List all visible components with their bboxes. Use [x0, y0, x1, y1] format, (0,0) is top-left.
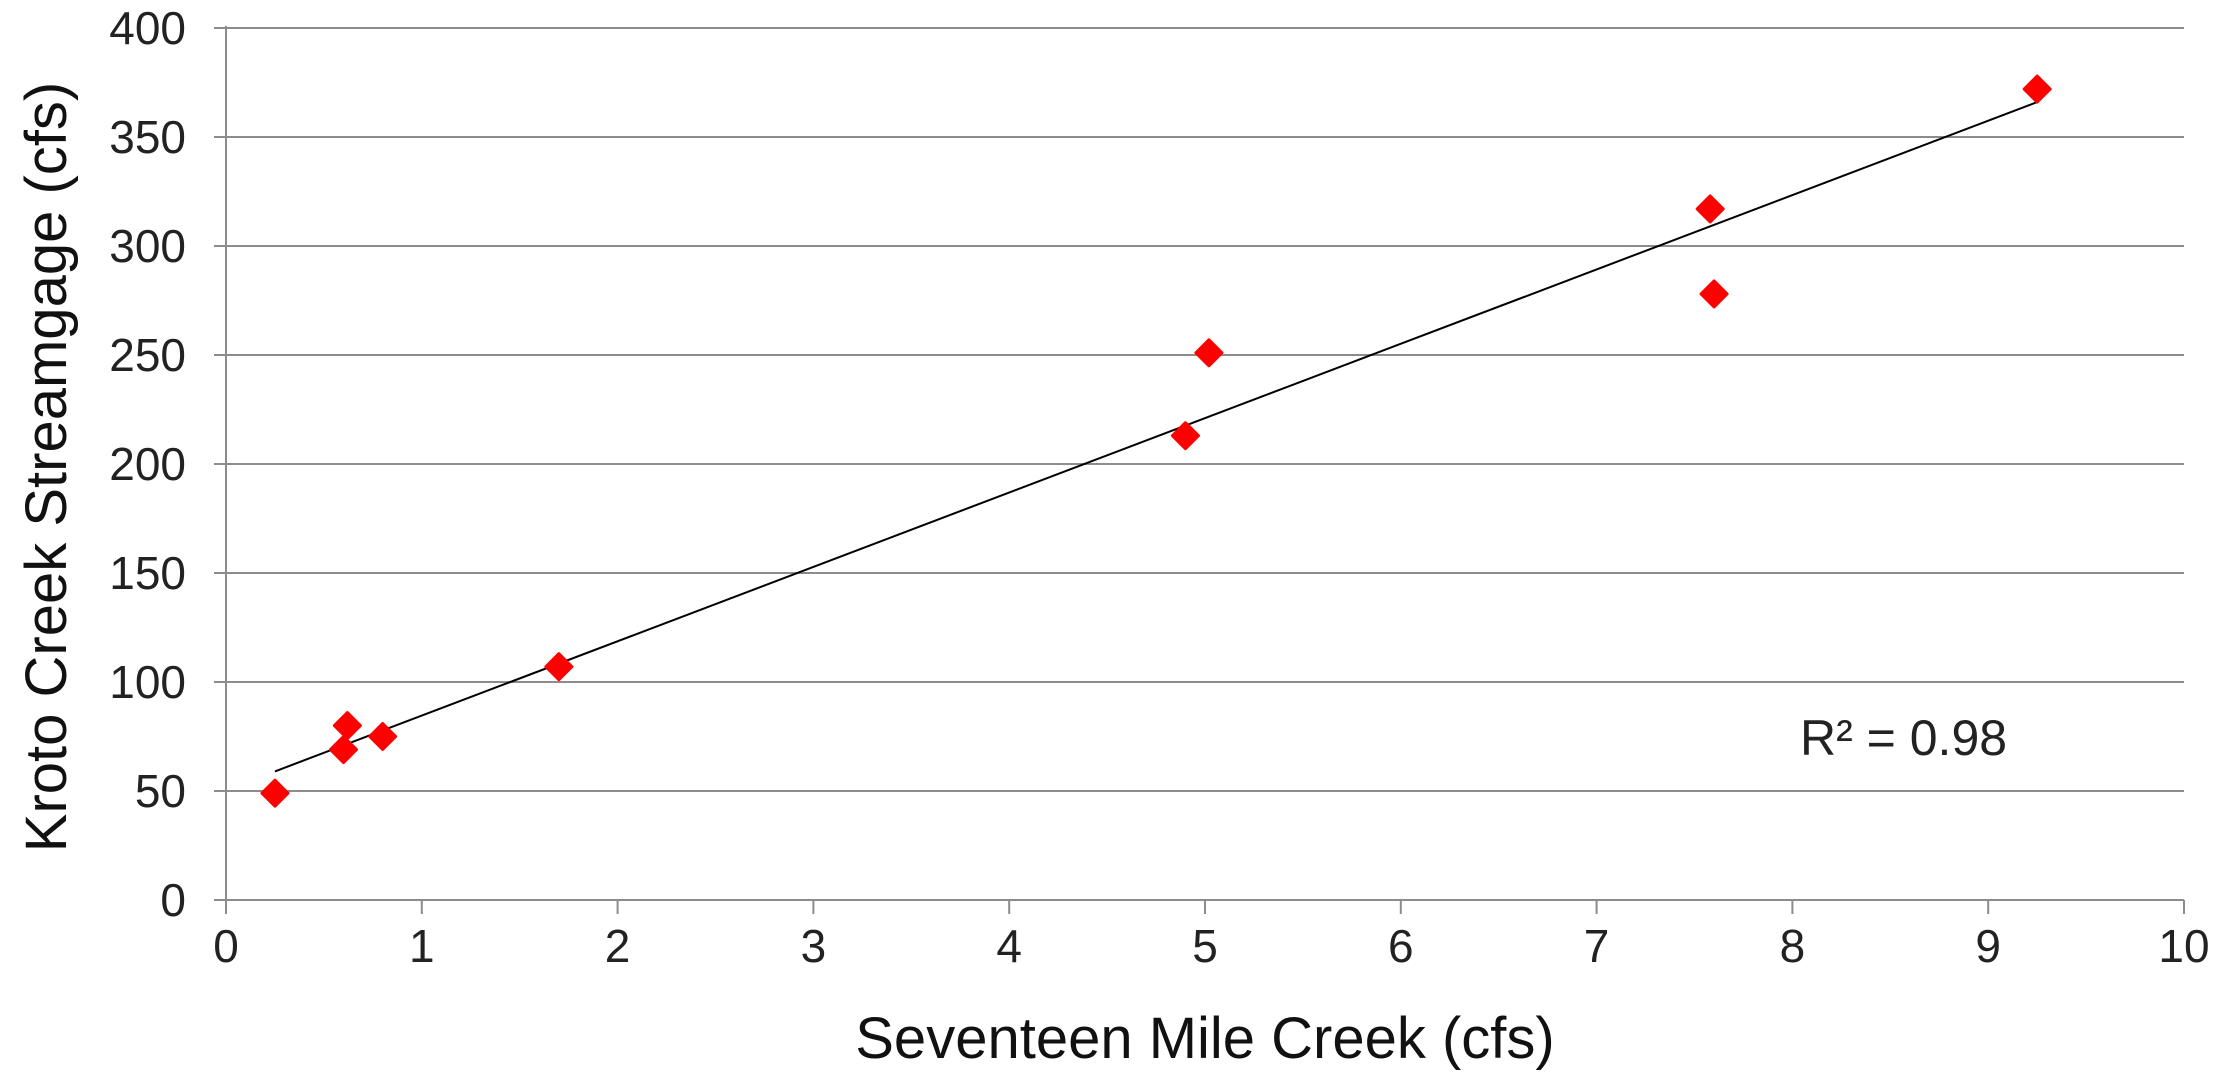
gridlines	[226, 27, 2184, 792]
data-point	[1194, 338, 1224, 368]
y-tick-label: 150	[109, 547, 186, 599]
x-axis-title: Seventeen Mile Creek (cfs)	[855, 1006, 1554, 1071]
y-tick-label: 250	[109, 329, 186, 381]
data-point	[1699, 279, 1729, 309]
y-tick-label: 100	[109, 656, 186, 708]
axes	[214, 26, 2185, 914]
x-tick-label: 5	[1192, 920, 1218, 972]
data-point	[1170, 421, 1200, 451]
data-point	[544, 652, 574, 682]
y-tick-label: 400	[109, 2, 186, 54]
x-tick-label: 2	[605, 920, 631, 972]
y-tick-label: 0	[160, 874, 186, 926]
x-tick-label: 10	[2158, 920, 2209, 972]
y-tick-label: 300	[109, 220, 186, 272]
r-squared-annotation: R² = 0.98	[1800, 710, 2007, 766]
y-tick-label: 350	[109, 111, 186, 163]
data-point	[368, 722, 398, 751]
data-point	[2022, 74, 2052, 104]
y-axis-title: Kroto Creek Streamgage (cfs)	[14, 82, 79, 852]
x-tick-label: 7	[1584, 920, 1610, 972]
x-tick-label: 8	[1780, 920, 1806, 972]
x-tick-label: 1	[409, 920, 435, 972]
trendline-group	[274, 101, 2038, 773]
x-tick-label: 0	[213, 920, 239, 972]
y-tick-label: 200	[109, 438, 186, 490]
y-tick-label: 50	[135, 765, 186, 817]
data-point	[1695, 194, 1725, 224]
x-tick-label: 6	[1388, 920, 1414, 972]
x-tick-label: 3	[801, 920, 827, 972]
tick-labels: 0 50 100 150 200 250 300 350 400 0 1 2 3 4 5 6 7 8 9 10	[109, 2, 2209, 972]
data-points	[260, 74, 2052, 808]
data-point	[260, 778, 290, 808]
trendline	[274, 101, 2038, 773]
x-tick-label: 9	[1975, 920, 2001, 972]
data-point	[332, 711, 362, 741]
x-tick-label: 4	[996, 920, 1022, 972]
data-point	[328, 735, 358, 765]
